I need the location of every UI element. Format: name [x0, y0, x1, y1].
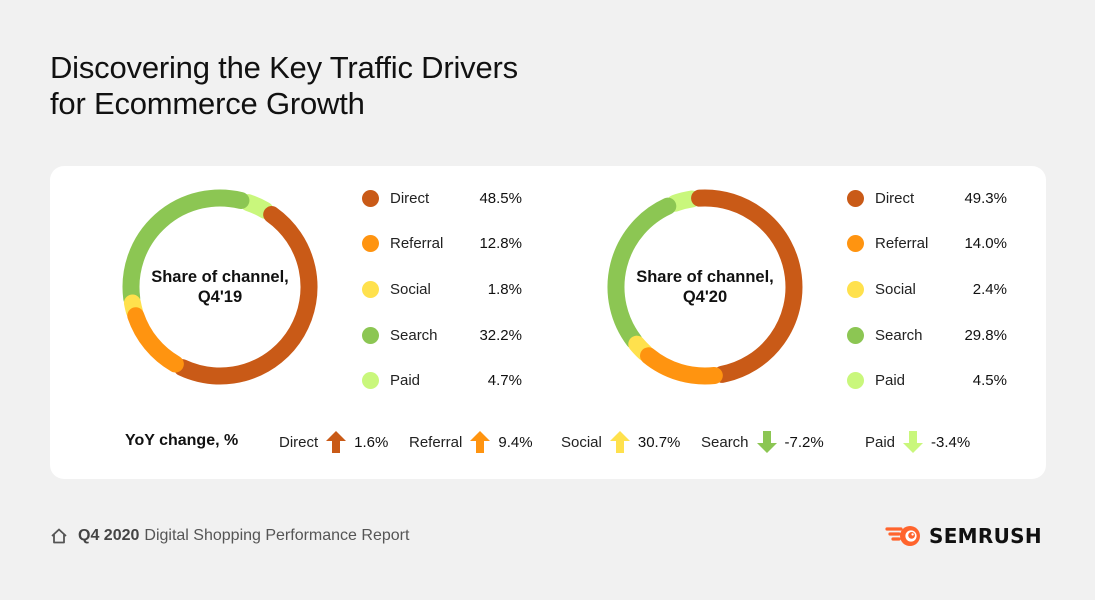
legend-value: 2.4%: [972, 280, 1007, 298]
donut-q4-19-svg: [122, 189, 318, 385]
home-icon: [51, 528, 67, 544]
footer-report-period: Q4 2020: [78, 527, 140, 544]
donut-segment-search: [607, 197, 677, 350]
legend-label: Referral: [875, 235, 929, 253]
brand-name: SEMRUSH: [929, 524, 1042, 548]
legend-item-direct: Direct 48.5%: [362, 188, 522, 208]
yoy-value: 9.4%: [498, 433, 533, 451]
donut-center-line-1: Share of channel,: [151, 268, 289, 286]
legend-label: Search: [875, 326, 923, 344]
legend-value: 32.2%: [479, 326, 522, 344]
yoy-value: 1.6%: [354, 433, 389, 451]
legend-label: Referral: [390, 235, 444, 253]
legend-item-direct: Direct 49.3%: [847, 188, 1007, 208]
legend-value: 48.5%: [479, 189, 522, 207]
legend-value: 12.8%: [479, 235, 522, 253]
yoy-title: YoY change, %: [125, 432, 239, 449]
legend-swatch: [362, 326, 379, 344]
legend-label: Paid: [875, 372, 906, 390]
legend-swatch: [847, 326, 864, 344]
legend-value: 4.5%: [972, 372, 1007, 390]
donut-segment-referral: [640, 347, 723, 385]
legend-value: 14.0%: [964, 235, 1007, 253]
donut-segment-direct: [173, 206, 318, 385]
legend-item-social: Social 1.8%: [362, 279, 522, 299]
legend-value: 49.3%: [964, 189, 1007, 207]
legend-label: Direct: [875, 189, 915, 207]
yoy-value: 30.7%: [637, 433, 681, 451]
legend-label: Paid: [390, 372, 421, 390]
yoy-label: Search: [701, 433, 749, 451]
yoy-item-search: Search -7.2%: [701, 430, 824, 454]
semrush-logo: SEMRUSH: [885, 524, 1042, 548]
yoy-value: -3.4%: [931, 433, 971, 451]
yoy-change-row: YoY change, % Direct 1.6% Referral 9.4% Soci…: [50, 428, 1046, 456]
legend-item-search: Search 29.8%: [847, 325, 1007, 345]
donut-segment-search: [122, 189, 250, 307]
legend-label: Direct: [390, 189, 430, 207]
donut-center-label: Share of channel, Q4'19: [115, 182, 325, 392]
yoy-item-social: Social 30.7%: [561, 430, 680, 454]
legend-swatch: [847, 189, 864, 207]
legend-swatch: [847, 235, 864, 253]
semrush-fireball-icon: [885, 526, 920, 546]
legend-value: 1.8%: [487, 280, 522, 298]
legend-item-paid: Paid 4.7%: [362, 371, 522, 391]
legend-item-search: Search 32.2%: [362, 325, 522, 345]
donut-segment-referral: [127, 307, 184, 373]
arrow-up-icon: [470, 431, 491, 453]
donut-segment-direct: [691, 189, 803, 383]
legend-label: Search: [390, 326, 438, 344]
donut-center-label: Share of channel, Q4'20: [600, 182, 810, 392]
legend-item-paid: Paid 4.5%: [847, 371, 1007, 391]
footer-report-name: Digital Shopping Performance Report: [144, 527, 410, 544]
donut-q4-20-svg: [607, 189, 803, 385]
yoy-label: Direct: [279, 433, 319, 451]
arrow-down-icon: [756, 431, 777, 453]
arrow-down-icon: [903, 431, 924, 453]
donut-q4-20: Share of channel, Q4'20: [600, 182, 810, 392]
yoy-item-direct: Direct 1.6%: [279, 430, 388, 454]
donut-q4-19: Share of channel, Q4'19: [115, 182, 325, 392]
legend-label: Social: [875, 280, 916, 298]
footer-report: Q4 2020 Digital Shopping Performance Rep…: [50, 527, 409, 545]
yoy-label: Social: [561, 433, 602, 451]
legend-swatch: [362, 235, 379, 253]
legend-value: 4.7%: [487, 372, 522, 390]
legend-swatch: [847, 372, 864, 390]
legend-value: 29.8%: [964, 326, 1007, 344]
yoy-label: Paid: [865, 433, 896, 451]
legend-swatch: [847, 280, 864, 298]
title-line-2: for Ecommerce Growth: [50, 86, 365, 121]
legend-label: Social: [390, 280, 431, 298]
chart-card: Share of channel, Q4'19 Direct 48.5% Refer…: [50, 166, 1046, 479]
arrow-up-icon: [609, 431, 630, 453]
donut-center-line-1: Share of channel,: [636, 268, 774, 286]
legend-swatch: [362, 280, 379, 298]
title-line-1: Discovering the Key Traffic Drivers: [50, 50, 518, 85]
legend-swatch: [362, 372, 379, 390]
legend-item-social: Social 2.4%: [847, 279, 1007, 299]
yoy-label: Referral: [409, 433, 463, 451]
yoy-value: -7.2%: [784, 433, 824, 451]
legend-swatch: [362, 189, 379, 207]
page-title: Discovering the Key Traffic Drivers for …: [50, 50, 518, 122]
yoy-item-referral: Referral 9.4%: [409, 430, 533, 454]
legend-item-referral: Referral 14.0%: [847, 234, 1007, 254]
donut-center-line-2: Q4'19: [197, 288, 243, 306]
legend-item-referral: Referral 12.8%: [362, 234, 522, 254]
arrow-up-icon: [326, 431, 347, 453]
donut-center-line-2: Q4'20: [682, 288, 728, 306]
yoy-item-paid: Paid -3.4%: [865, 430, 970, 454]
